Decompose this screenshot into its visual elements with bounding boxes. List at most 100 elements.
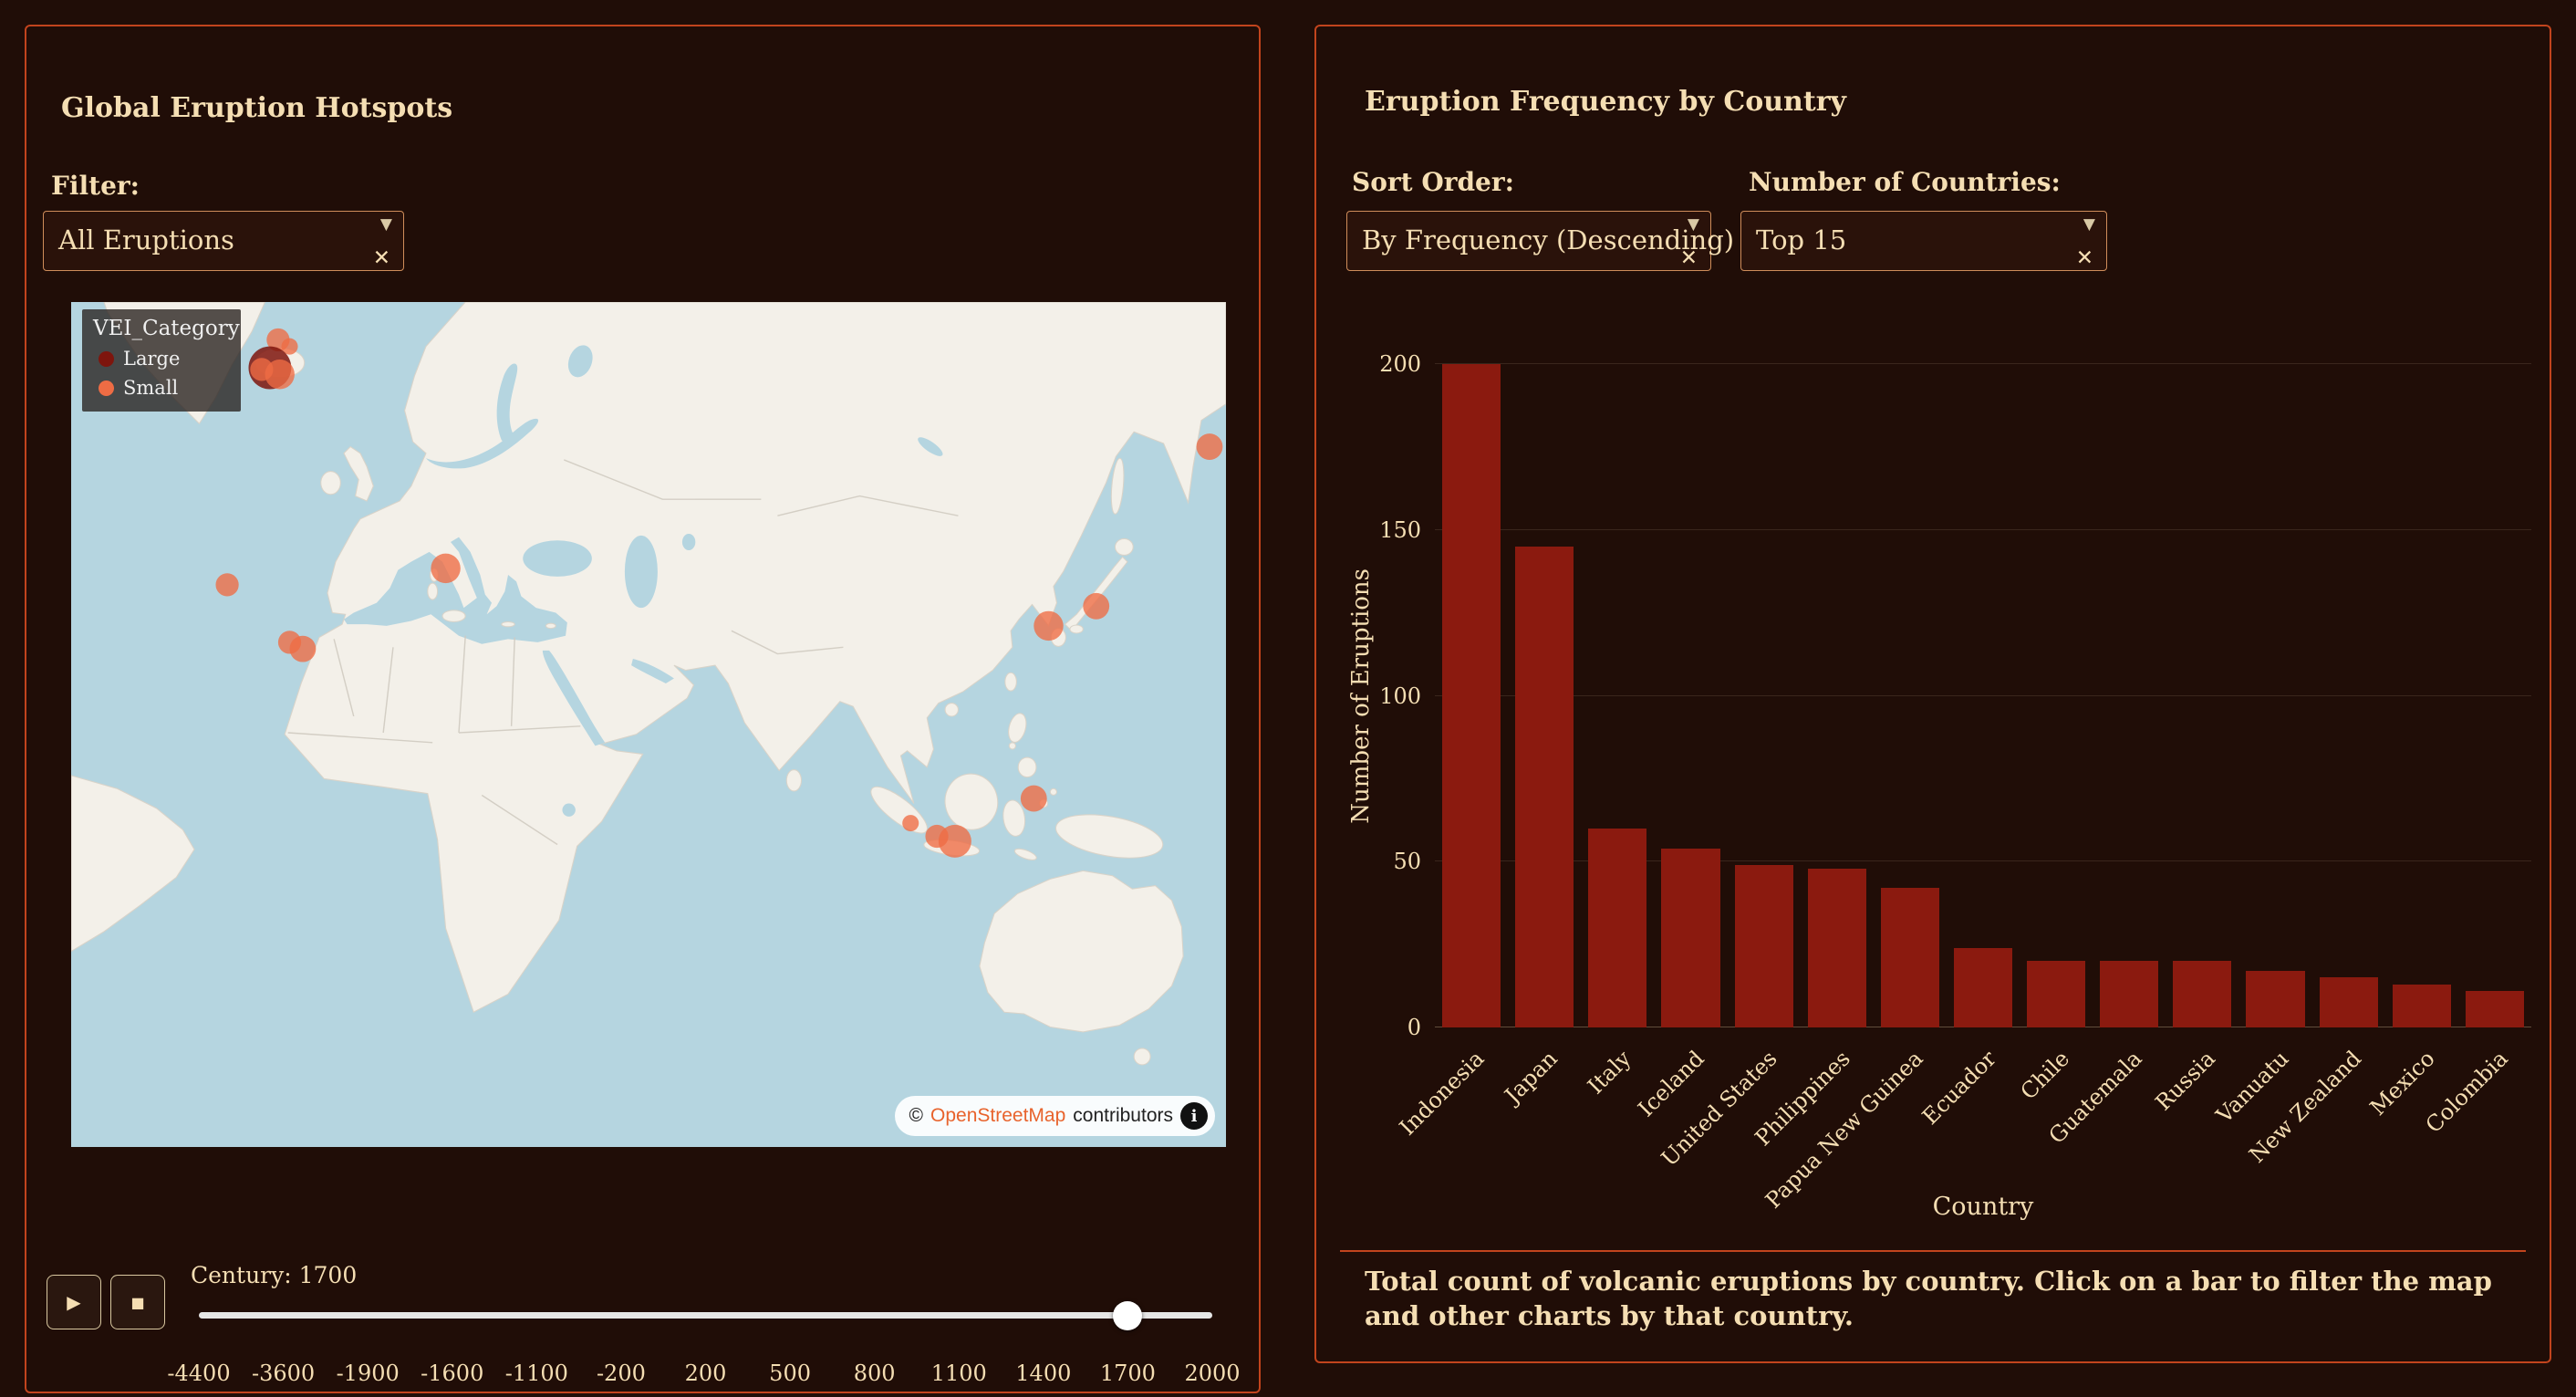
- great-britain: [344, 447, 373, 501]
- timor: [1013, 847, 1038, 862]
- sort-order-label: Sort Order:: [1352, 167, 1514, 197]
- slider-tick-label: -1100: [505, 1361, 568, 1386]
- clear-sort-icon[interactable]: ✕: [1680, 246, 1698, 270]
- ytick-label: 100: [1379, 683, 1421, 709]
- filter-select-value: All Eruptions: [58, 212, 234, 268]
- xtick-label: Russia: [2151, 1046, 2220, 1115]
- ireland: [321, 472, 341, 495]
- chart-caption: Total count of volcanic eruptions by cou…: [1365, 1264, 2505, 1334]
- chevron-down-icon[interactable]: ▼: [2083, 214, 2095, 235]
- xtick-label: Mexico: [2365, 1046, 2440, 1121]
- bar-japan[interactable]: [1515, 547, 1574, 1027]
- eruption-marker[interactable]: [431, 554, 460, 583]
- chevron-down-icon[interactable]: ▼: [380, 214, 392, 235]
- slider-tick-label: -1600: [421, 1361, 483, 1386]
- stop-icon: ■: [130, 1294, 144, 1311]
- legend-item-label: Small: [123, 373, 178, 402]
- bar-iceland[interactable]: [1661, 849, 1719, 1027]
- gridline: [1435, 363, 2531, 364]
- bar-philippines[interactable]: [1808, 869, 1866, 1027]
- map-panel: Global Eruption Hotspots Filter: All Eru…: [25, 25, 1261, 1393]
- eruption-marker[interactable]: [290, 636, 317, 662]
- eruption-marker[interactable]: [1083, 593, 1109, 620]
- luzon: [1005, 712, 1029, 745]
- visayas: [1009, 743, 1015, 749]
- slider-tick-label: -200: [597, 1361, 646, 1386]
- stop-button[interactable]: ■: [110, 1275, 165, 1329]
- slider-tick-label: 1700: [1100, 1361, 1156, 1386]
- play-button[interactable]: ▶: [47, 1275, 101, 1329]
- slider-handle[interactable]: [1113, 1301, 1142, 1330]
- world-map[interactable]: VEI_Category Large Small © OpenStreetMap…: [71, 302, 1226, 1147]
- aral-sea: [682, 534, 695, 550]
- eruption-marker[interactable]: [215, 573, 238, 596]
- sumatra: [865, 779, 933, 839]
- sicily: [442, 610, 465, 622]
- eruption-marker[interactable]: [902, 815, 919, 831]
- info-icon[interactable]: i: [1180, 1102, 1208, 1130]
- bar-indonesia[interactable]: [1442, 364, 1501, 1027]
- clear-filter-icon[interactable]: ✕: [373, 246, 390, 270]
- copyright-symbol: ©: [909, 1105, 923, 1127]
- sort-order-value: By Frequency (Descending): [1362, 212, 1734, 268]
- bar-ecuador[interactable]: [1954, 948, 2012, 1027]
- map-legend: VEI_Category Large Small: [82, 309, 241, 412]
- bar-vanuatu[interactable]: [2246, 971, 2304, 1027]
- country-count-label: Number of Countries:: [1749, 167, 2061, 197]
- xtick-label: Indonesia: [1395, 1046, 1490, 1141]
- play-icon: ▶: [67, 1291, 80, 1313]
- eruption-marker[interactable]: [250, 358, 273, 381]
- filter-select[interactable]: All Eruptions ▼ ✕: [43, 211, 404, 271]
- ytick-label: 150: [1379, 517, 1421, 543]
- century-slider[interactable]: [199, 1312, 1212, 1319]
- new-guinea: [1053, 808, 1167, 865]
- slider-tick-label: -1900: [337, 1361, 400, 1386]
- hainan: [945, 704, 958, 716]
- chevron-down-icon[interactable]: ▼: [1688, 214, 1699, 235]
- openstreetmap-link[interactable]: OpenStreetMap: [930, 1105, 1065, 1127]
- eruption-marker[interactable]: [1034, 611, 1063, 641]
- bar-united-states[interactable]: [1735, 865, 1793, 1027]
- chart-panel-title: Eruption Frequency by Country: [1365, 86, 1846, 118]
- country-count-select[interactable]: Top 15 ▼ ✕: [1740, 211, 2107, 271]
- bar-guatemala[interactable]: [2100, 961, 2158, 1027]
- bar-russia[interactable]: [2173, 961, 2231, 1027]
- eruption-marker[interactable]: [1021, 786, 1047, 812]
- bar-colombia[interactable]: [2466, 991, 2524, 1027]
- borneo: [940, 770, 1002, 834]
- clear-count-icon[interactable]: ✕: [2076, 246, 2093, 270]
- bar-new-zealand[interactable]: [2320, 977, 2378, 1027]
- mindanao: [1018, 757, 1036, 777]
- small-category-dot: [99, 381, 114, 396]
- south-america-tip: [71, 776, 194, 952]
- ytick-label: 0: [1407, 1015, 1421, 1040]
- xtick-label: Chile: [2015, 1046, 2074, 1105]
- bar-papua-new-guinea[interactable]: [1881, 888, 1939, 1027]
- sort-order-select[interactable]: By Frequency (Descending) ▼ ✕: [1346, 211, 1711, 271]
- chart-panel: Eruption Frequency by Country Sort Order…: [1314, 25, 2551, 1363]
- large-category-dot: [99, 351, 114, 367]
- eruption-marker[interactable]: [925, 825, 948, 848]
- slider-tick-label: 1400: [1015, 1361, 1071, 1386]
- hokkaido: [1115, 538, 1133, 555]
- legend-title: VEI_Category: [93, 317, 232, 340]
- bar-italy[interactable]: [1588, 829, 1646, 1027]
- taiwan: [1005, 672, 1017, 691]
- bar-mexico[interactable]: [2393, 985, 2451, 1027]
- caption-divider: [1340, 1250, 2526, 1252]
- slider-tick-label: 500: [769, 1361, 811, 1386]
- filter-label: Filter:: [51, 171, 140, 201]
- slider-tick-label: -4400: [167, 1361, 230, 1386]
- slider-tick-label: 800: [854, 1361, 896, 1386]
- ytick-label: 50: [1393, 849, 1421, 874]
- caspian-sea: [625, 536, 658, 608]
- slider-tick-label: 2000: [1184, 1361, 1240, 1386]
- legend-item-large: Large: [93, 344, 232, 373]
- bar-chile[interactable]: [2027, 961, 2085, 1027]
- map-canvas: [71, 302, 1226, 1147]
- bar-chart: [1435, 364, 2531, 1027]
- eruption-marker[interactable]: [1197, 433, 1223, 460]
